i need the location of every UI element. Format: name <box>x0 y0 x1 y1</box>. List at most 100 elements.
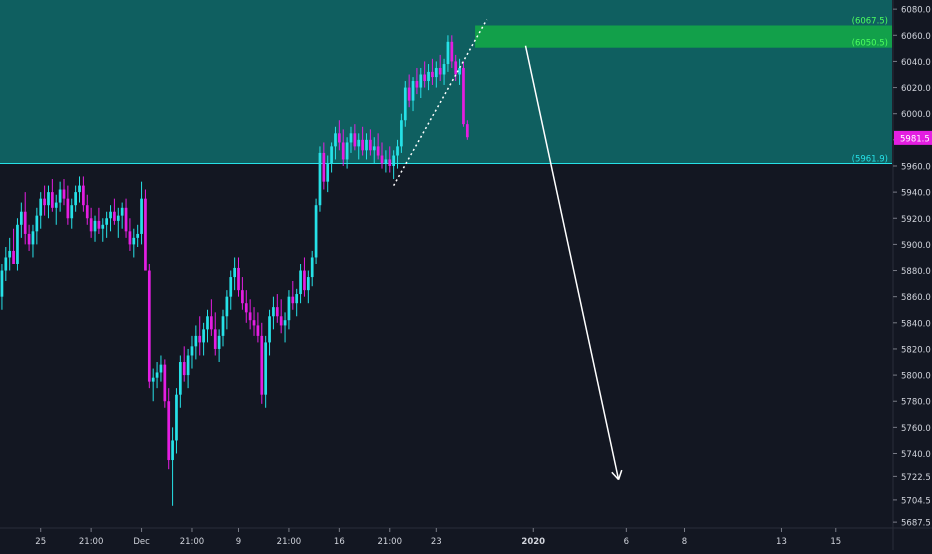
candle-body <box>349 133 353 143</box>
candle-body <box>303 270 306 291</box>
y-tick-label: 5800.0 <box>901 372 931 382</box>
candle-body <box>322 152 326 182</box>
candle-body <box>97 220 101 229</box>
candle-body <box>283 320 287 326</box>
y-tick-label: 5960.0 <box>901 162 931 172</box>
candle-body <box>159 364 163 373</box>
y-tick-label: 5840.0 <box>901 319 931 329</box>
candle-body <box>400 120 403 147</box>
candle-body <box>58 189 62 203</box>
x-tick-label: 16 <box>334 537 345 547</box>
forecast-arrow-head <box>611 471 620 481</box>
candle-body <box>144 198 147 271</box>
candle-body <box>458 67 461 75</box>
candle-body <box>190 346 194 356</box>
candle-body <box>66 198 70 219</box>
y-tick-label: 6080.0 <box>901 6 931 16</box>
candle-body <box>120 207 124 216</box>
x-tick-label: 6 <box>624 537 629 547</box>
candle-body <box>221 316 225 336</box>
x-tick-label: 2020 <box>521 537 545 547</box>
candle-body <box>178 362 182 395</box>
y-tick-label: 5860.0 <box>901 293 931 303</box>
candle-body <box>113 211 116 221</box>
candle-body <box>136 233 140 238</box>
candle-body <box>43 198 46 206</box>
y-tick-label: 6020.0 <box>901 84 931 94</box>
candle-body <box>210 316 213 330</box>
y-tick-label: 5687.5 <box>901 519 931 529</box>
candle-body <box>353 133 357 147</box>
candle-body <box>287 296 291 321</box>
candle-body <box>264 342 268 395</box>
y-tick-label: 5740.0 <box>901 450 931 460</box>
candle-body <box>462 67 465 125</box>
candle-body <box>334 133 337 147</box>
candle-body <box>244 303 248 313</box>
y-tick-label: 6040.0 <box>901 58 931 68</box>
candle-body <box>39 198 43 216</box>
x-tick-label: 25 <box>35 537 46 547</box>
candle-body <box>85 205 89 219</box>
y-tick-label: 5760.0 <box>901 424 931 434</box>
candle-body <box>372 146 376 151</box>
candle-body <box>194 335 198 347</box>
candle-body <box>82 185 85 206</box>
y-tick-label: 5880.0 <box>901 267 931 277</box>
x-tick-label: 9 <box>236 537 241 547</box>
y-tick-label: 5704.5 <box>901 496 931 506</box>
x-tick-label: Dec <box>133 537 150 547</box>
candle-body <box>8 250 12 258</box>
candle-body <box>213 329 217 349</box>
candle-body <box>431 71 434 78</box>
candle-body <box>23 211 27 234</box>
candle-body <box>27 233 31 245</box>
candle-body <box>217 335 221 349</box>
resistance-zone <box>0 0 892 164</box>
candle-body <box>225 296 229 317</box>
candle-body <box>450 41 454 62</box>
candle-body <box>337 133 341 143</box>
x-tick-label: 23 <box>431 537 442 547</box>
candle-body <box>19 211 23 225</box>
candle-body <box>0 270 4 297</box>
candle-body <box>89 218 93 232</box>
candle-body <box>357 139 361 147</box>
candle-body <box>35 215 39 232</box>
candle-body <box>171 440 174 461</box>
supply-zone <box>475 25 892 48</box>
y-tick-label: 6060.0 <box>901 32 931 42</box>
candle-body <box>128 231 132 245</box>
candle-body <box>237 267 240 291</box>
candle-body <box>415 81 419 88</box>
candle-body <box>268 316 271 343</box>
candle-body <box>434 67 438 78</box>
candle-body <box>369 139 372 151</box>
candle-body <box>155 372 159 378</box>
x-tick-label: 21:00 <box>79 537 104 547</box>
candle-body <box>182 362 186 376</box>
candle-body <box>147 270 151 382</box>
candle-body <box>310 257 314 278</box>
y-tick-label: 5820.0 <box>901 345 931 355</box>
candle-body <box>70 205 74 219</box>
candle-body <box>330 146 333 164</box>
last-price-tag <box>894 130 932 145</box>
candle-body <box>124 207 128 232</box>
candle-body <box>365 139 368 151</box>
candle-body <box>47 192 50 206</box>
candle-body <box>163 364 167 402</box>
x-tick-label: 21:00 <box>378 537 403 547</box>
candle-body <box>50 192 54 208</box>
candle-body <box>241 290 244 304</box>
candle-body <box>109 211 112 219</box>
candle-body <box>78 185 81 193</box>
forecast-arrow-line <box>524 45 620 480</box>
candle-body <box>256 325 260 336</box>
candle-body <box>380 155 384 164</box>
candle-body <box>272 307 275 317</box>
y-tick-label: 5780.0 <box>901 398 931 408</box>
candle-body <box>4 257 8 271</box>
